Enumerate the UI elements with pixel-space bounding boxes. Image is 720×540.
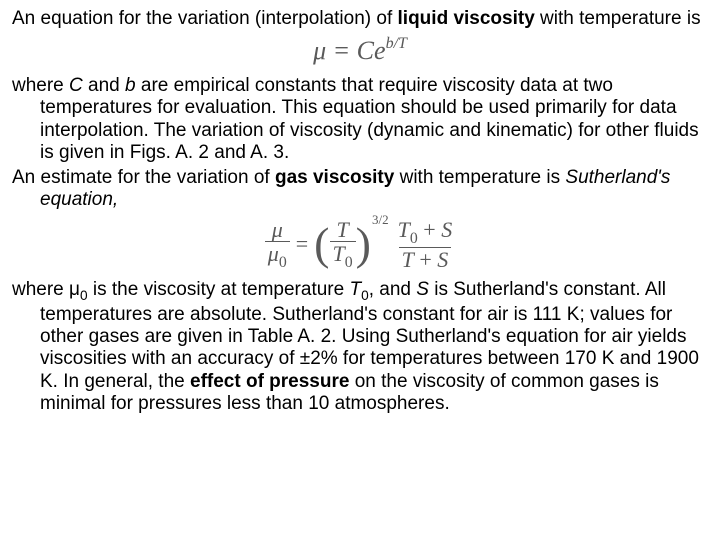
eq2-T0n: T	[398, 217, 410, 242]
p2-b2: are empirical constants that require vis…	[40, 75, 699, 163]
rparen-icon: )	[356, 226, 371, 263]
eq2-power: 3/2	[372, 212, 389, 227]
eq1-expression: μ = Ceb/T	[313, 36, 407, 67]
eq2-T0-sub: 0	[345, 254, 353, 271]
eq2-plus2: +	[414, 247, 437, 272]
eq2-mu: μ	[272, 217, 283, 242]
p4-b: is the viscosity at temperature	[88, 279, 350, 300]
paragraph-1: An equation for the variation (interpola…	[12, 8, 708, 30]
eq2-S2: S	[437, 247, 448, 272]
eq2-lhs-frac: μ μ0	[265, 218, 290, 271]
eq2-mu0-sub: 0	[279, 254, 287, 271]
p2-a: where	[12, 75, 69, 96]
eq2-T-top: T	[336, 217, 348, 242]
equation-1: μ = Ceb/T	[12, 36, 708, 67]
eq2-T0n-sub: 0	[410, 230, 418, 247]
paragraph-3: An estimate for the variation of gas vis…	[12, 167, 708, 212]
p1-bold: liquid viscosity	[398, 8, 535, 29]
eq2-S1: S	[441, 217, 452, 242]
equation-2: μ μ0 = ( T T0 ) 3/2 T0 + S T + S	[12, 218, 708, 271]
p3-a: An estimate for the variation of	[12, 167, 275, 188]
p4-c: , and	[369, 279, 417, 300]
eq2-paren-group: ( T T0 ) 3/2	[314, 218, 388, 271]
p2-bvar: b	[125, 75, 136, 96]
p1-text-c: with temperature is	[535, 8, 701, 29]
eq2-rhs-frac: T0 + S T + S	[395, 218, 456, 271]
eq2-ratio-frac: T T0	[330, 218, 356, 271]
eq1-lhs: μ = Ce	[313, 36, 385, 65]
eq2-plus1: +	[418, 217, 441, 242]
p3-b: with temperature is	[394, 167, 565, 188]
p4-T: T	[349, 279, 361, 300]
paragraph-4: where μ0 is the viscosity at temperature…	[12, 279, 708, 416]
p4-a: where μ	[12, 279, 80, 300]
p1-text-a: An equation for the variation (interpola…	[12, 8, 398, 29]
p4-sub0b: 0	[361, 288, 369, 303]
eq2-expression: μ μ0 = ( T T0 ) 3/2 T0 + S T + S	[265, 218, 455, 271]
eq1-exp: b/T	[386, 35, 407, 52]
p4-S: S	[416, 279, 429, 300]
eq2-T0-bot: T	[333, 241, 345, 266]
p2-b1: and	[83, 75, 125, 96]
eq2-Td: T	[402, 247, 414, 272]
lparen-icon: (	[314, 226, 329, 263]
paragraph-2: where C and b are empirical constants th…	[12, 75, 708, 165]
p4-bold: effect of pressure	[190, 371, 349, 392]
p3-bold: gas viscosity	[275, 167, 394, 188]
p4-sub0a: 0	[80, 288, 88, 303]
eq2-mu0: μ	[268, 241, 279, 266]
p2-C: C	[69, 75, 83, 96]
equals-sign: =	[296, 231, 308, 257]
